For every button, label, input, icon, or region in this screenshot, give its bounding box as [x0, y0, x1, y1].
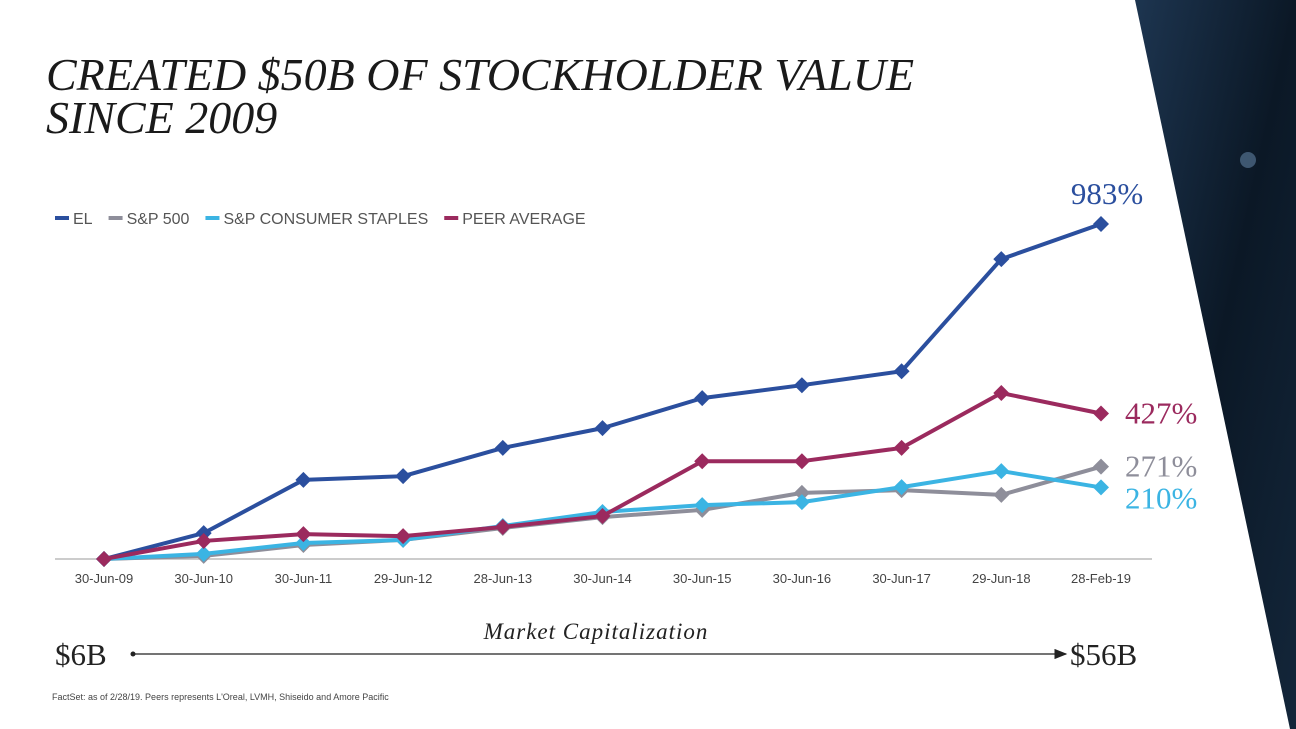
x-tick-label: 30-Jun-09 — [75, 571, 134, 586]
market-cap-start: $6B — [55, 637, 107, 672]
title-line: SINCE 2009 — [46, 92, 277, 143]
data-point — [594, 420, 611, 437]
data-point — [793, 494, 810, 511]
data-point — [195, 532, 212, 549]
data-point — [295, 471, 312, 488]
title-line: CREATED $50B OF STOCKHOLDER VALUE — [46, 49, 914, 100]
market-cap-end: $56B — [1070, 637, 1137, 672]
data-point — [1093, 216, 1109, 232]
data-point — [395, 528, 412, 545]
x-tick-label: 30-Jun-14 — [573, 571, 632, 586]
data-point — [694, 497, 711, 514]
data-point — [893, 479, 910, 496]
end-label: 271% — [1125, 449, 1197, 484]
data-point — [1093, 479, 1109, 496]
x-tick-label: 28-Feb-19 — [1071, 571, 1131, 586]
market-cap-label: Market Capitalization — [483, 619, 709, 644]
data-point — [96, 551, 112, 567]
data-point — [694, 390, 711, 407]
x-tick-label: 30-Jun-17 — [872, 571, 931, 586]
legend-label: EL — [73, 211, 93, 228]
end-label: 427% — [1125, 395, 1197, 430]
data-point — [793, 453, 810, 470]
data-point — [993, 251, 1010, 268]
x-tick-label: 30-Jun-10 — [174, 571, 233, 586]
data-point — [594, 508, 611, 525]
data-point — [694, 453, 711, 470]
plot: 30-Jun-09 30-Jun-10 30-Jun-11 29-Jun-12 28-J… — [55, 176, 1197, 586]
data-point — [993, 385, 1010, 402]
data-point — [295, 526, 312, 543]
x-tick-label: 30-Jun-11 — [275, 571, 333, 586]
data-point — [993, 486, 1010, 503]
data-point — [494, 439, 511, 456]
data-point — [893, 363, 910, 380]
background-texture — [1135, 0, 1296, 729]
x-tick-label: 30-Jun-15 — [673, 571, 732, 586]
series-line — [103, 391, 1102, 561]
data-point — [395, 468, 412, 485]
x-tick-label: 29-Jun-18 — [972, 571, 1031, 586]
footnote: FactSet: as of 2/28/19. Peers represents… — [52, 692, 389, 702]
data-point — [793, 484, 810, 501]
data-point — [195, 545, 212, 562]
x-tick-label: 30-Jun-16 — [773, 571, 832, 586]
data-point — [494, 518, 511, 535]
data-point — [893, 439, 910, 456]
legend-label: S&P CONSUMER STAPLES — [223, 211, 428, 228]
x-tick-label: 29-Jun-12 — [374, 571, 433, 586]
background-light — [1240, 152, 1256, 168]
x-tick-label: 28-Jun-13 — [474, 571, 533, 586]
data-point — [1093, 458, 1109, 475]
legend-label: PEER AVERAGE — [462, 211, 585, 228]
data-point — [993, 463, 1010, 480]
data-point — [793, 377, 810, 394]
legend-label: S&P 500 — [127, 211, 190, 228]
end-label: 210% — [1125, 481, 1197, 516]
data-point — [1093, 405, 1109, 422]
data-point — [295, 534, 312, 551]
end-label: 983% — [1071, 176, 1143, 211]
